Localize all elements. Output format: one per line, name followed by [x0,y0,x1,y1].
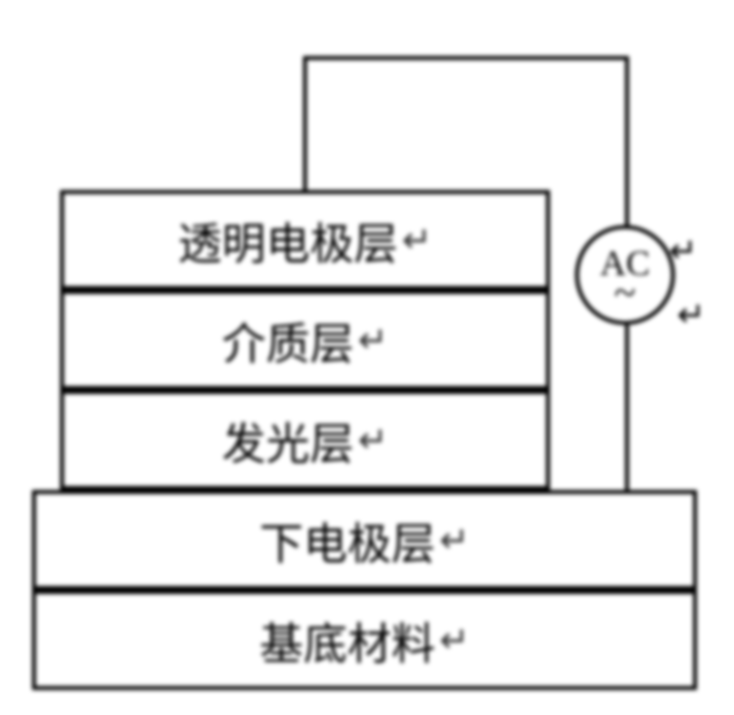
return-arrow-icon: ↵ [358,319,388,361]
layer-substrate: 基底材料 ↵ [32,590,697,690]
layer-label: 下电极层 [259,508,435,572]
layer-label: 透明电极层 [178,208,398,272]
layer-label: 基底材料 [259,608,435,672]
layer-emissive: 发光层 ↵ [60,390,550,490]
return-arrow-icon: ↵ [358,419,388,461]
return-arrow-icon: ↵ [439,519,469,561]
layer-label: 介质层 [222,308,354,372]
return-arrow-icon: ↵ [677,295,706,335]
layer-bottom-electrode: 下电极层 ↵ [32,490,697,590]
layer-dielectric: 介质层 ↵ [60,290,550,390]
layer-label: 发光层 [222,408,354,472]
return-arrow-icon: ↵ [402,219,432,261]
layer-top-electrode: 透明电极层 ↵ [60,190,550,290]
sine-icon: ~ [614,281,636,305]
ac-source-icon: AC ~ [575,225,675,325]
diagram-canvas: 透明电极层 ↵ 介质层 ↵ 发光层 ↵ 下电极层 ↵ 基底材料 ↵ AC ~ ↵… [0,0,734,715]
return-arrow-icon: ↵ [669,231,698,271]
return-arrow-icon: ↵ [439,619,469,661]
